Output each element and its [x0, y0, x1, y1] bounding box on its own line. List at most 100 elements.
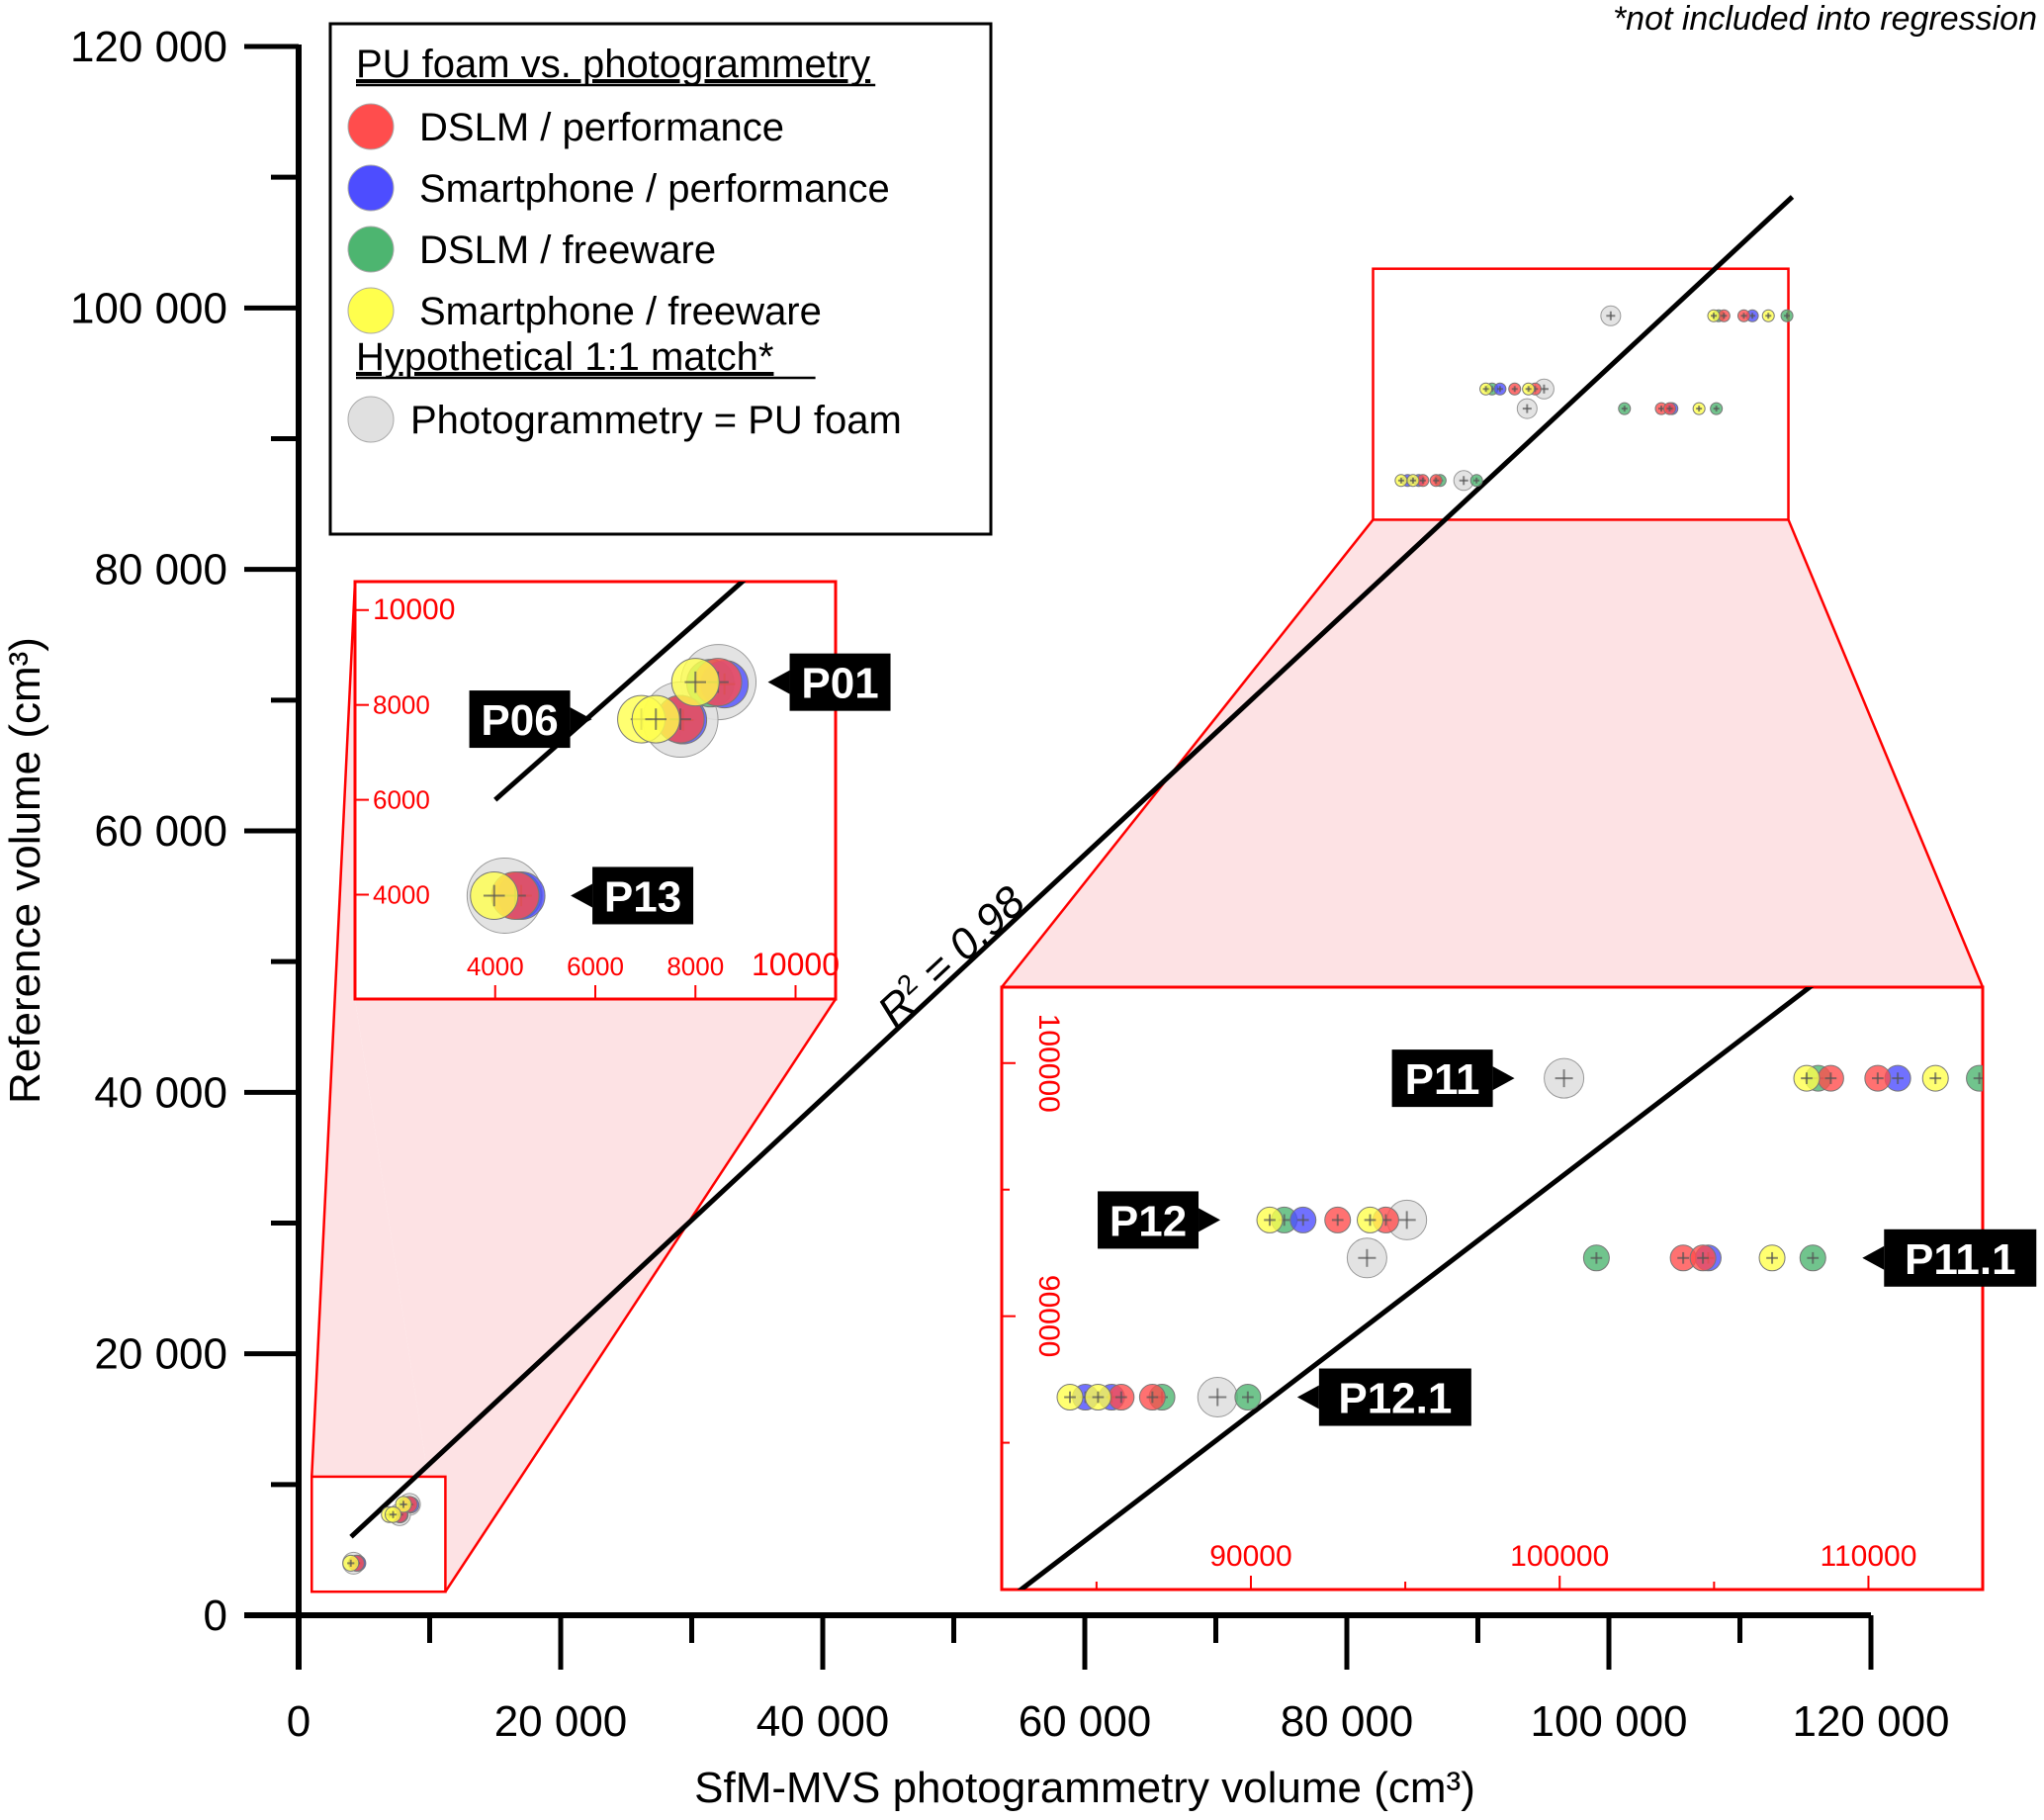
callout-pointer — [767, 670, 790, 694]
legend-marker — [347, 226, 395, 273]
regression-line — [349, 195, 1795, 1539]
legend: PU foam vs. photogrammetry DSLM / perform… — [328, 22, 993, 536]
large-volume-inset: 90000 100000 110000 90000 100000 P11 P12 P11.1 P… — [1000, 985, 2037, 1592]
point-phone_free-p13 — [342, 1554, 360, 1572]
callout-p01: P01 — [767, 653, 891, 711]
inset-x-tick-label: 10000 — [752, 947, 840, 982]
point-phone_perf-p12 — [1493, 382, 1507, 396]
main-axes: 0 20 000 40 000 60 000 80 000 100 000 120 000 0… — [1, 23, 1950, 1812]
y-tick-label: 100 000 — [70, 284, 227, 332]
callout-pointer — [1199, 1208, 1221, 1232]
inset-y-tick-label: 100000 — [1032, 1014, 1065, 1113]
x-tick-label: 40 000 — [756, 1697, 890, 1746]
inset-point-dslm_perf-p11 — [1864, 1064, 1892, 1092]
legend-box — [328, 22, 993, 536]
inset-point-dslm_perf-p11-1 — [1669, 1244, 1697, 1272]
inset-point-dslm_free-p11-1 — [1582, 1244, 1610, 1272]
point-dslm_perf-p11 — [1736, 309, 1750, 322]
inset-x-tick-label: 4000 — [467, 952, 524, 981]
legend-marker — [347, 164, 395, 212]
inset-point-dslm_perf-p11-1 — [1689, 1244, 1717, 1272]
large-volume-inset-points — [1056, 1057, 1983, 1418]
callout-p12: P12 — [1098, 1191, 1221, 1249]
inset-x-tick-label: 90000 — [1209, 1540, 1291, 1573]
x-tick-label: 100 000 — [1530, 1697, 1687, 1746]
inset-point-dslm_perf-p12-1 — [1138, 1384, 1166, 1411]
legend-label: DSLM / freeware — [419, 228, 716, 272]
callout-label: P12 — [1110, 1197, 1187, 1245]
inset-point-phone_free-p11 — [1921, 1064, 1949, 1092]
point-phone_free-p11 — [1761, 309, 1775, 322]
callout-p11-1: P11.1 — [1862, 1228, 2037, 1287]
x-tick-label: 80 000 — [1281, 1697, 1414, 1746]
x-tick-label: 120 000 — [1792, 1697, 1949, 1746]
small-volume-inset-regression — [493, 582, 747, 802]
callout-p13: P13 — [571, 866, 694, 925]
legend-group-title: Hypothetical 1:1 match* — [356, 335, 773, 379]
callout-box — [469, 690, 571, 749]
legend-item-dslm_perf: DSLM / performance — [347, 103, 784, 150]
point-dslm_perf-p12-1 — [1429, 474, 1443, 488]
legend-item-dslm_free: DSLM / freeware — [347, 226, 716, 273]
point-phone_free-p11 — [1707, 309, 1721, 322]
inset-y-tick-label: 4000 — [373, 880, 430, 910]
callout-box — [1318, 1368, 1471, 1426]
legend-label: Smartphone / freeware — [419, 290, 822, 333]
zoom-fan-edge — [311, 581, 357, 1477]
large-volume-inset-regression — [1017, 987, 1815, 1590]
inset-x-tick-label: 100000 — [1510, 1540, 1609, 1573]
legend-group-title: PU foam vs. photogrammetry — [356, 43, 870, 86]
inset-x-tick-label: 6000 — [567, 952, 624, 981]
inset-y-tick-label: 8000 — [373, 690, 430, 720]
point-dslm_free-p12-1 — [1469, 474, 1483, 488]
point-phone_free-p12 — [1522, 382, 1536, 396]
inset-point-hypothetical-p11-1 — [1346, 1237, 1387, 1279]
y-tick-label: 20 000 — [94, 1330, 227, 1379]
y-tick-label: 80 000 — [94, 546, 227, 594]
inset-point-dslm_free-p11-1 — [1799, 1244, 1826, 1272]
legend-label: Photogrammetry = PU foam — [410, 399, 902, 442]
legend-marker — [347, 287, 395, 334]
inset-point-dslm_free-p12-1 — [1234, 1384, 1262, 1411]
small-volume-inset: 4000 6000 8000 10000 4000 6000 8000 10000 P01 P06… — [353, 580, 891, 1001]
legend-item-phone_free: Smartphone / freeware — [347, 287, 822, 334]
y-tick-label: 40 000 — [94, 1068, 227, 1117]
inset-point-phone_free-p11 — [1793, 1064, 1821, 1092]
point-dslm_free-p11-1 — [1618, 402, 1632, 415]
point-phone_free-p11-1 — [1692, 402, 1706, 415]
inset-point-phone_free-p13 — [470, 870, 519, 920]
zoom-fan-edge — [1001, 518, 1375, 988]
main-points — [342, 305, 1794, 1575]
inset-point-dslm_perf-p12 — [1324, 1206, 1352, 1233]
point-dslm_perf-p12 — [1508, 382, 1522, 396]
inset-point-phone_free-p12-1 — [1056, 1384, 1084, 1411]
callout-label: P01 — [801, 660, 878, 708]
legend-item-hypothetical: Photogrammetry = PU foam — [347, 396, 902, 443]
zoom-fan-small-volume-inset — [311, 582, 446, 1592]
callout-p12-1: P12.1 — [1296, 1368, 1471, 1426]
legend-marker — [347, 396, 395, 443]
regression-note: *not included into regression — [1613, 0, 2037, 38]
callout-pointer — [571, 883, 593, 908]
inset-x-tick-label: 8000 — [667, 952, 724, 981]
callout-box — [592, 866, 694, 925]
callout-p11: P11 — [1391, 1049, 1515, 1108]
x-tick-label: 0 — [287, 1697, 311, 1746]
inset-point-hypothetical-p11 — [1544, 1057, 1585, 1099]
inset-point-phone_perf-p12 — [1289, 1206, 1317, 1233]
y-axis-title: Reference volume (cm³) — [1, 637, 49, 1104]
point-dslm_free-p11 — [1780, 309, 1794, 322]
small-volume-inset-regression-line — [493, 582, 747, 802]
point-phone_free-p06 — [385, 1505, 402, 1523]
callout-label: P11 — [1405, 1055, 1480, 1104]
point-hypothetical-p12-1 — [1453, 470, 1474, 492]
callout-pointer — [570, 707, 592, 732]
callout-box — [1391, 1049, 1493, 1108]
inset-point-phone_free-p12 — [1256, 1206, 1284, 1233]
inset-point-phone_free-p11-1 — [1758, 1244, 1786, 1272]
callout-label: P06 — [481, 696, 558, 745]
callout-label: P13 — [604, 872, 681, 921]
callout-pointer — [1492, 1066, 1515, 1091]
point-hypothetical-p11-1 — [1516, 398, 1538, 419]
